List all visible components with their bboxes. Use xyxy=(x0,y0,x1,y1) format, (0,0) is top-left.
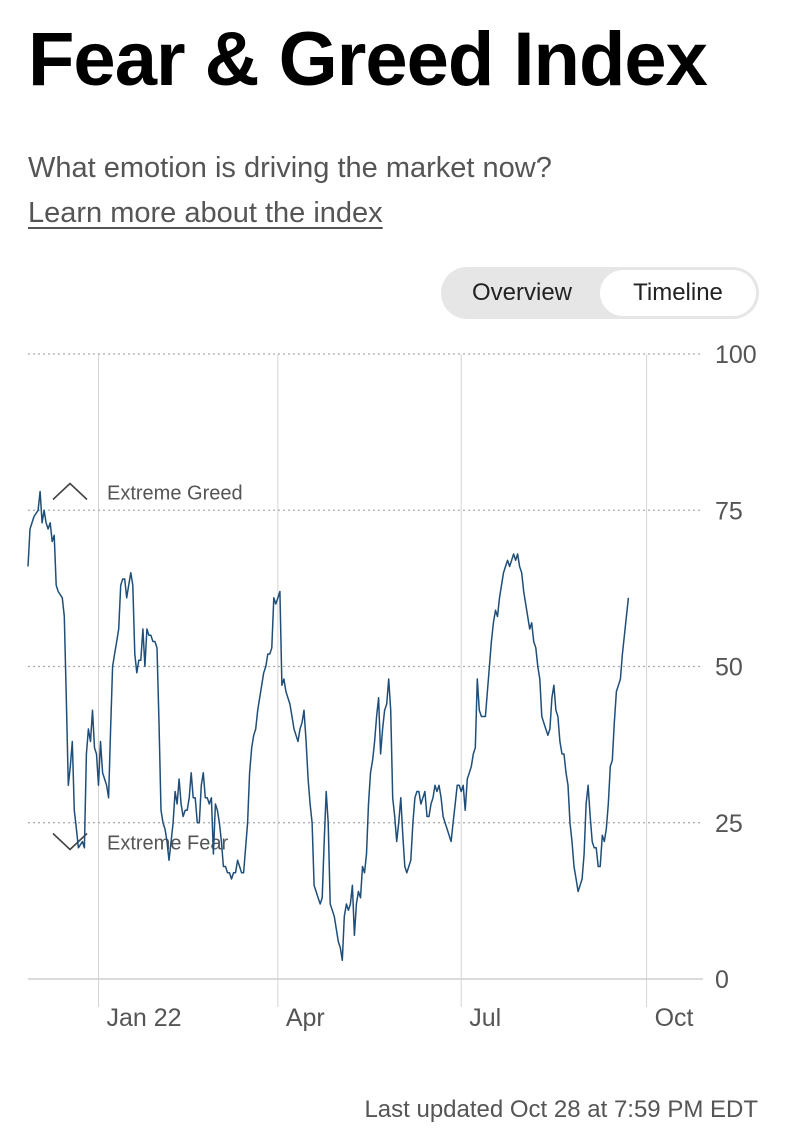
learn-more-link[interactable]: Learn more about the index xyxy=(28,197,383,229)
tab-timeline[interactable]: Timeline xyxy=(600,270,756,316)
x-tick-label: Oct xyxy=(655,1004,694,1032)
extreme-greed-label: Extreme Greed xyxy=(107,483,243,505)
y-tick-label: 75 xyxy=(715,497,743,525)
chevron-down-icon xyxy=(52,832,88,851)
chevron-up-icon xyxy=(52,482,88,501)
x-tick-label: Apr xyxy=(286,1004,325,1032)
last-updated-text: Last updated Oct 28 at 7:59 PM EDT xyxy=(364,1096,758,1123)
page-subtitle: What emotion is driving the market now? xyxy=(28,152,552,184)
y-tick-label: 50 xyxy=(715,654,743,682)
page-title: Fear & Greed Index xyxy=(28,17,708,102)
x-tick-label: Jul xyxy=(469,1004,501,1032)
y-tick-label: 25 xyxy=(715,810,743,838)
tab-overview[interactable]: Overview xyxy=(444,270,600,316)
y-tick-label: 0 xyxy=(715,966,729,994)
x-tick-label: Jan 22 xyxy=(107,1004,182,1032)
index-series-line xyxy=(27,490,630,962)
view-toggle: Overview Timeline xyxy=(441,267,759,319)
y-tick-label: 100 xyxy=(715,341,757,369)
